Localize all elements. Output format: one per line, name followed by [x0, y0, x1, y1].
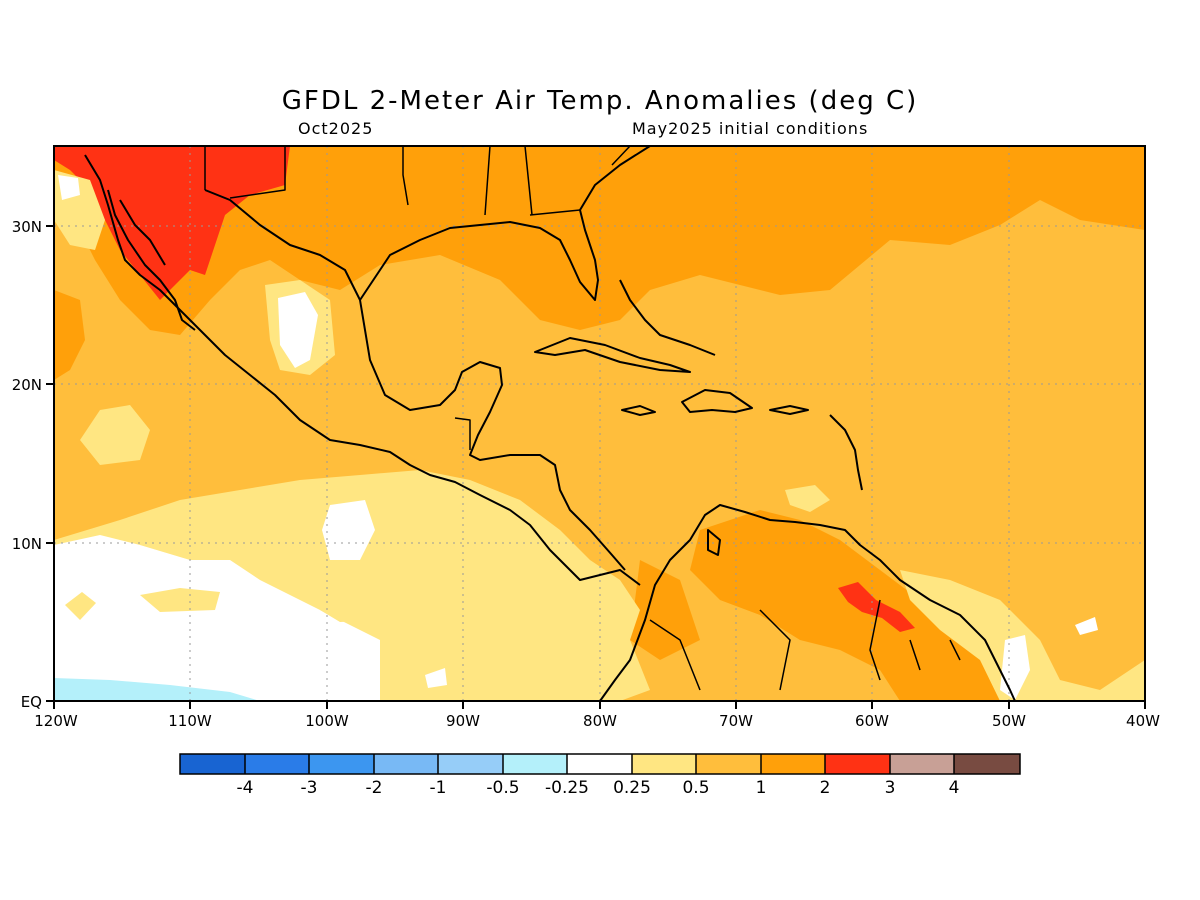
colorbar-tick-label: 4 [949, 778, 960, 798]
anomaly-band-2-3 [690, 510, 1010, 701]
lat-label: EQ [21, 693, 42, 711]
border-lines [204, 145, 961, 691]
colorbar-tick-label: 1 [756, 778, 767, 798]
colorbar-tick-label: -3 [301, 778, 318, 798]
anomaly-band-0.5-1 [320, 602, 395, 622]
anomaly-band-0.5-1 [80, 405, 150, 465]
anomaly-band-2-3 [54, 290, 85, 380]
anomaly-band-3-4 [838, 582, 915, 632]
lon-label: 40W [1126, 712, 1160, 730]
coastline-hispaniola [681, 389, 753, 413]
anomaly-band-0.25-0.5 [1075, 617, 1098, 635]
coastline-us-gulf [359, 145, 651, 301]
coastline-mexico-pacific [84, 154, 641, 586]
initial-conditions: May2025 initial conditions [632, 119, 869, 138]
lon-label: 60W [855, 712, 889, 730]
forecast-month: Oct2025 [298, 119, 374, 138]
lat-label: 30N [12, 218, 42, 236]
coastline-bahamas [619, 279, 716, 356]
colorbar-swatch [438, 754, 503, 774]
anomaly-band-2-3 [630, 560, 700, 660]
coastline-lake-maracaibo [707, 529, 721, 556]
anomaly-band-0.5-1 [65, 592, 96, 620]
anomaly-band-0.5-1 [900, 570, 1145, 701]
colorbar-swatch [632, 754, 696, 774]
colorbar-swatch [309, 754, 374, 774]
colorbar-tick-label: -0.25 [545, 778, 589, 798]
anomaly-band-3-4 [54, 146, 290, 300]
coastline-cuba [534, 337, 691, 373]
anomaly-band-0.25-0.5 [322, 500, 375, 560]
colorbar-tick-label: 3 [885, 778, 896, 798]
coastline-gulf [204, 189, 626, 571]
colorbar-tick-label: 2 [820, 778, 831, 798]
lon-label: 100W [305, 712, 349, 730]
colorbar-tick-label: 0.25 [613, 778, 651, 798]
colorbar-tick-label: -4 [237, 778, 254, 798]
coastline-south-america [599, 504, 1016, 702]
anomaly-band-0.25-0.5 [278, 292, 318, 368]
anomaly-band-0.5-1 [785, 485, 830, 512]
anomaly-band-0.25-0.5 [425, 668, 447, 688]
colorbar-swatch [761, 754, 825, 774]
colorbar-swatch [245, 754, 309, 774]
anomaly-band-0.25-0.5 [54, 535, 380, 701]
lon-label: 110W [168, 712, 212, 730]
colorbar-swatch [180, 754, 245, 774]
anomaly-band-2-3 [54, 146, 1145, 335]
axis-ticks [46, 225, 1146, 709]
coastline-jamaica [621, 405, 656, 416]
colorbar-swatch [954, 754, 1020, 774]
lat-label: 20N [12, 376, 42, 394]
colorbar-swatch [567, 754, 632, 774]
colorbar: -4 -3 -2 -1 -0.5 -0.25 0.25 0.5 1 2 3 4 [179, 753, 1021, 798]
colorbar-tick-label: -1 [430, 778, 447, 798]
colorbar-swatch [890, 754, 954, 774]
colorbar-tick-label: -2 [366, 778, 383, 798]
colorbar-swatch [374, 754, 438, 774]
coastline-baja [107, 189, 196, 331]
colorbar-swatch [696, 754, 761, 774]
lon-label: 90W [446, 712, 480, 730]
anomaly-band-cool [54, 678, 260, 701]
lat-label: 10N [12, 535, 42, 553]
lon-label: 120W [34, 712, 78, 730]
lon-axis-labels: 120W 110W 100W 90W 80W 70W 60W 50W 40W [34, 712, 1160, 730]
lon-label: 80W [583, 712, 617, 730]
coastline-puerto-rico [769, 405, 809, 415]
anomaly-band-0.5-1 [140, 588, 220, 612]
lon-label: 70W [719, 712, 753, 730]
colorbar-tick-label: 0.5 [682, 778, 709, 798]
graticule [54, 146, 1145, 701]
lat-axis-labels: EQ 10N 20N 30N [12, 218, 42, 711]
anomaly-band-0.25-0.5 [58, 175, 80, 200]
lon-label: 50W [992, 712, 1026, 730]
colorbar-swatch [825, 754, 890, 774]
colorbar-tick-label: -0.5 [486, 778, 519, 798]
coastlines [84, 145, 1016, 702]
map-title: GFDL 2-Meter Air Temp. Anomalies (deg C) [281, 86, 919, 116]
anomaly-field [54, 146, 1145, 701]
colorbar-swatch [503, 754, 567, 774]
coastline-antilles [829, 414, 863, 491]
